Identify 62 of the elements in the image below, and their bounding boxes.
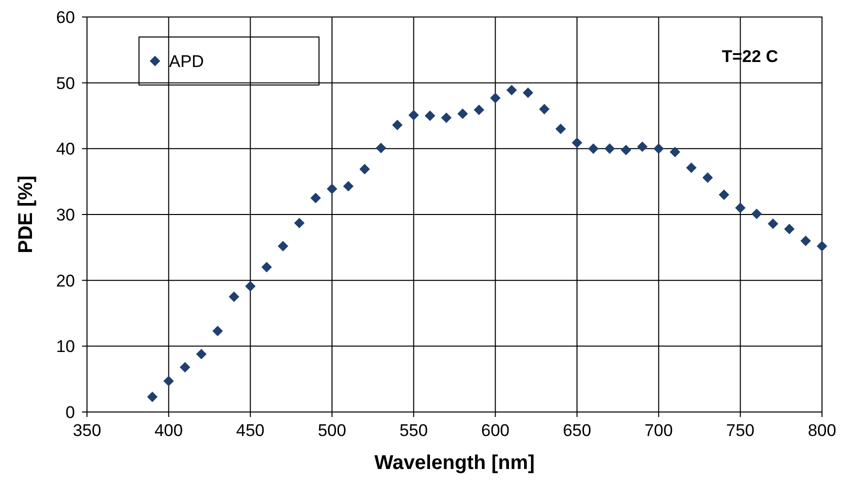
point: [408, 110, 419, 120]
point: [784, 224, 795, 234]
point: [751, 208, 762, 220]
point: [441, 112, 452, 123]
point: [212, 326, 223, 336]
point: [343, 180, 354, 192]
point: [539, 104, 550, 114]
point: [686, 162, 697, 173]
point: [228, 292, 240, 302]
legend-label: APD: [169, 52, 204, 71]
point: [245, 281, 256, 292]
point: [816, 240, 828, 252]
x-tick-label: 500: [318, 421, 346, 440]
x-tick-label: 450: [236, 421, 265, 440]
point: [718, 190, 730, 200]
x-tick-label: 400: [154, 421, 183, 440]
point: [326, 184, 338, 194]
y-tick-label: 20: [56, 271, 75, 290]
point: [424, 110, 436, 121]
x-tick-label: 600: [481, 421, 510, 440]
point: [474, 104, 484, 116]
point: [800, 236, 811, 246]
x-tick-label: 650: [562, 421, 592, 440]
point: [588, 143, 599, 154]
x-tick-label: 350: [72, 421, 102, 440]
point: [506, 84, 517, 96]
point: [555, 124, 566, 134]
y-axis-title: PDE [%]: [15, 176, 37, 254]
point: [163, 376, 174, 386]
point: [702, 172, 713, 183]
point: [392, 120, 403, 130]
point: [278, 240, 288, 252]
point: [604, 143, 615, 154]
point: [620, 144, 632, 156]
point: [196, 348, 207, 360]
point: [572, 138, 582, 148]
y-tick-label: 50: [56, 74, 75, 93]
x-axis-title: Wavelength [nm]: [374, 452, 535, 474]
point: [359, 164, 370, 174]
point: [261, 262, 272, 272]
point: [670, 146, 680, 158]
x-tick-label: 800: [808, 421, 836, 440]
point: [310, 192, 321, 204]
x-tick-label: 550: [399, 421, 428, 440]
x-tick-label: 700: [644, 421, 673, 440]
x-tick-label: 750: [726, 421, 755, 440]
point: [457, 108, 468, 120]
point: [653, 143, 664, 154]
point: [294, 218, 305, 228]
y-tick-label: 40: [56, 140, 75, 159]
point: [376, 142, 386, 154]
point: [637, 141, 648, 152]
y-tick-label: 30: [56, 206, 75, 224]
point: [490, 92, 501, 104]
y-tick-label: 0: [66, 403, 75, 422]
point: [735, 202, 746, 214]
point: [522, 87, 534, 98]
point: [180, 362, 190, 372]
y-tick-label: 60: [56, 8, 75, 27]
point: [147, 392, 158, 402]
point: [768, 218, 778, 229]
y-tick-label: 10: [56, 337, 75, 356]
